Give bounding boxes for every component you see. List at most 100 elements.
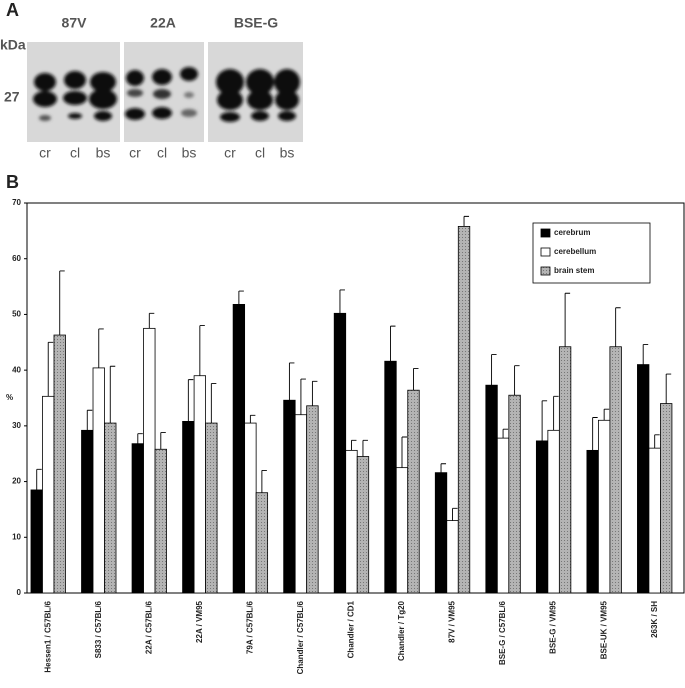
error-bar — [47, 341, 54, 397]
error-bar — [642, 344, 649, 365]
error-bar — [654, 434, 660, 449]
legend-label: cerebellum — [554, 247, 596, 256]
x-tick-label: 22A / C57BL/6 — [144, 600, 153, 654]
error-bar — [514, 365, 520, 396]
error-bar — [592, 417, 598, 451]
error-bar — [249, 414, 256, 424]
x-tick-label: Chandler / Tg20 — [397, 600, 406, 661]
error-bar — [603, 408, 610, 421]
bar — [660, 403, 673, 594]
error-bar — [413, 368, 419, 391]
y-tick-label: 20 — [12, 477, 21, 486]
lane-label: bs — [96, 145, 111, 161]
bar — [434, 472, 448, 594]
bar — [294, 414, 308, 594]
error-bar — [98, 328, 104, 368]
lane-label: cr — [224, 145, 236, 161]
bar — [104, 422, 117, 594]
bar — [53, 334, 66, 594]
legend-swatch — [540, 266, 551, 276]
bar — [345, 449, 358, 594]
blot-image — [27, 42, 303, 142]
blot-group: 22A — [150, 15, 176, 31]
panel-label: B — [6, 172, 19, 192]
bar — [446, 520, 459, 594]
y-tick-label: 40 — [12, 365, 21, 374]
error-bar — [36, 468, 42, 490]
error-bar — [59, 270, 65, 336]
y-tick-label: 10 — [12, 532, 21, 541]
x-tick-label: 263K / SH — [650, 601, 659, 638]
error-bar — [109, 365, 116, 424]
error-bar — [160, 432, 166, 450]
bar — [81, 429, 94, 594]
lane-label: cl — [255, 145, 265, 161]
bar — [154, 448, 167, 594]
legend-label: cerebrum — [554, 228, 590, 237]
bar — [283, 399, 296, 594]
error-bar — [553, 395, 559, 431]
lane-label: cl — [157, 145, 167, 161]
bar — [395, 467, 409, 594]
bar — [535, 440, 549, 594]
bar — [182, 420, 195, 594]
bar — [384, 360, 397, 594]
lane-label: bs — [280, 145, 295, 161]
bar — [485, 384, 498, 594]
bar — [558, 346, 572, 594]
bar — [496, 437, 510, 594]
bar — [232, 303, 246, 594]
bar — [407, 389, 420, 594]
error-bar — [564, 292, 571, 347]
blot-unit: kDa — [0, 37, 26, 53]
bar — [637, 364, 650, 594]
bar — [547, 429, 560, 594]
lane-label: bs — [182, 145, 197, 161]
bar — [244, 422, 257, 594]
x-tick-label: BSE-G / C57BL/6 — [498, 600, 507, 665]
legend-swatch — [540, 228, 551, 238]
x-tick-label: BSE-UK / VM95 — [599, 600, 608, 659]
error-bar — [615, 307, 621, 347]
bar — [508, 394, 521, 594]
lane-label: cl — [70, 145, 80, 161]
error-bar — [440, 463, 447, 473]
x-tick-label: Hessen1 / C57BL/6 — [43, 600, 52, 672]
bar — [131, 443, 144, 594]
bar — [586, 449, 599, 594]
x-tick-label: 87V / VM95 — [448, 600, 457, 642]
x-tick-label: 79A / C57BL/6 — [245, 600, 254, 654]
bar — [333, 312, 347, 594]
bar — [356, 456, 370, 594]
y-tick-label: 70 — [12, 198, 21, 207]
error-bar — [137, 433, 143, 444]
bar-chart: % 0 10 20 30 40 50 60 70 Hessen1 / C57BL/6 S833 / … — [6, 198, 685, 674]
error-bar — [86, 409, 93, 431]
error-bar — [238, 290, 244, 305]
bar — [609, 346, 622, 594]
bar — [205, 422, 218, 594]
x-tick-label: Chandler / C57BL/6 — [296, 600, 305, 674]
error-bar — [362, 439, 368, 457]
bar — [255, 492, 269, 594]
error-bar — [288, 362, 295, 401]
bar — [92, 367, 105, 594]
error-bar — [491, 354, 497, 386]
error-bar — [187, 379, 194, 422]
bar — [193, 375, 206, 594]
y-tick-label: 0 — [17, 588, 22, 597]
y-tick-label: 60 — [12, 254, 21, 263]
bar — [30, 489, 43, 594]
blot-marker: 27 — [4, 89, 20, 105]
error-bar — [300, 378, 306, 415]
legend-box — [532, 222, 651, 284]
error-bar — [148, 312, 155, 329]
legend-label: brain stem — [554, 266, 594, 275]
error-bar — [261, 469, 267, 493]
panel-label: A — [6, 0, 19, 20]
blot-group: BSE-G — [234, 15, 278, 31]
lane-label: cr — [129, 145, 141, 161]
error-bar — [463, 215, 470, 227]
error-bar — [210, 383, 217, 424]
